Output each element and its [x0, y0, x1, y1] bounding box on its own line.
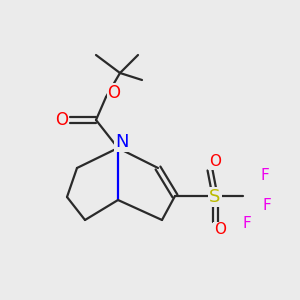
Text: O: O — [107, 84, 121, 102]
Text: S: S — [209, 188, 221, 206]
Text: O: O — [209, 154, 221, 169]
Text: O: O — [214, 223, 226, 238]
Text: F: F — [261, 167, 269, 182]
Text: O: O — [56, 111, 68, 129]
Text: N: N — [115, 133, 129, 151]
Text: F: F — [243, 217, 251, 232]
Text: F: F — [262, 197, 272, 212]
